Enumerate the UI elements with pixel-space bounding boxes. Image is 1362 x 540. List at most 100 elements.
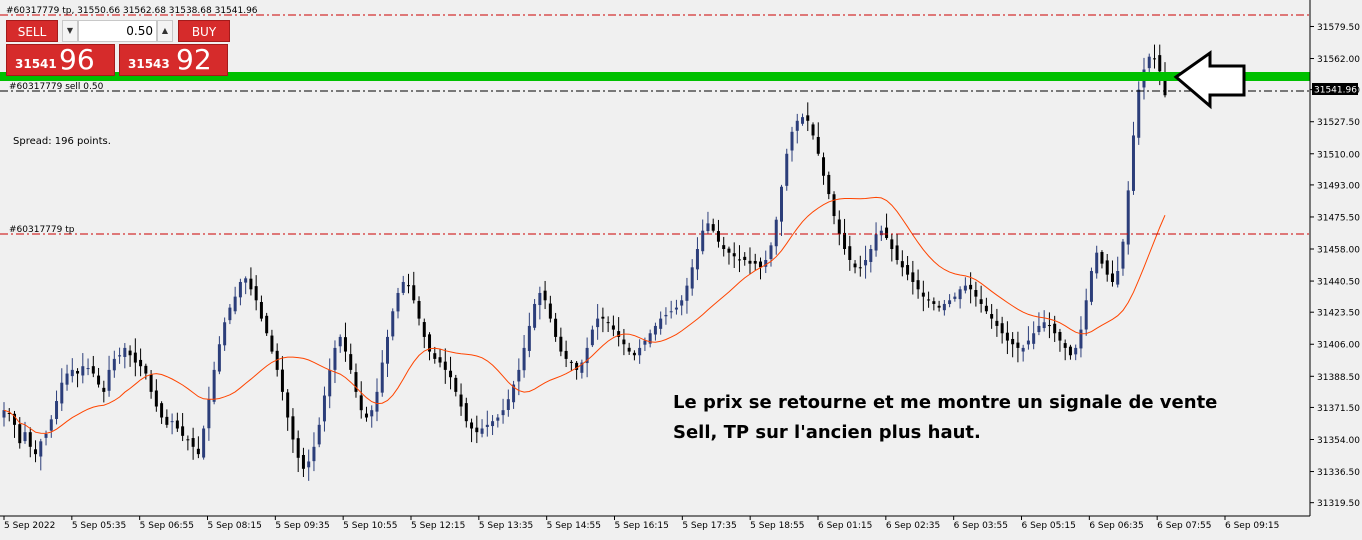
candle-body (501, 410, 505, 416)
time-tick-label: 5 Sep 18:55 (750, 521, 804, 531)
current-price-box (1312, 83, 1358, 95)
candle-body (428, 334, 432, 352)
candle-body (895, 245, 899, 260)
candle-body (112, 358, 116, 371)
time-tick-label: 5 Sep 16:15 (615, 521, 669, 531)
candle-body (1116, 270, 1120, 285)
candle-body (921, 292, 925, 297)
price-tick-label: 31527.50 (1317, 118, 1360, 128)
buy-price-big: 92 (176, 43, 212, 76)
candle-body (307, 461, 311, 468)
candle-body (7, 413, 11, 415)
annotation-line-1: Le prix se retourne et me montre un sign… (673, 392, 1218, 413)
candle-body (1021, 347, 1025, 352)
candle-body (711, 224, 715, 231)
candle-body (674, 307, 678, 310)
candle-body (990, 314, 994, 319)
candle-body (1074, 347, 1078, 355)
lot-decrease-button[interactable]: ▼ (62, 20, 78, 42)
candle-body (254, 286, 258, 301)
candle-body (1047, 325, 1051, 327)
candle-body (984, 305, 988, 312)
candle-body (638, 347, 642, 356)
candle-body (680, 300, 684, 306)
time-tick-label: 5 Sep 13:35 (479, 521, 533, 531)
candle-body (1016, 342, 1020, 348)
candle-body (659, 318, 663, 329)
candle-body (590, 329, 594, 346)
candle-body (238, 281, 242, 298)
candle-body (259, 301, 263, 319)
candle-body (890, 239, 894, 250)
candle-body (475, 427, 479, 433)
candle-body (223, 322, 227, 346)
candle-body (249, 278, 253, 290)
candle-body (1063, 343, 1067, 348)
sell-button[interactable]: SELL (6, 20, 58, 42)
candle-body (737, 259, 741, 261)
candle-body (606, 322, 610, 324)
moving-average-layer (3, 196, 1166, 434)
candle-body (585, 347, 589, 364)
candle-body (522, 347, 526, 371)
lot-increase-button[interactable]: ▲ (157, 20, 173, 42)
buy-button[interactable]: BUY (178, 20, 230, 42)
candle-body (916, 280, 920, 290)
candle-body (611, 325, 615, 330)
candle-body (622, 339, 626, 345)
candle-body (848, 246, 852, 260)
candle-body (217, 344, 221, 372)
candle-body (853, 263, 857, 268)
candle-body (979, 299, 983, 304)
price-tick-label: 31371.50 (1317, 404, 1360, 414)
candle-body (375, 391, 379, 412)
triangle-up-icon: ▲ (161, 26, 169, 35)
candle-body (380, 362, 384, 393)
annotation-text: Le prix se retourne et me montre un sign… (673, 388, 1217, 448)
candle-body (963, 285, 967, 291)
price-tick-label: 31406.00 (1317, 341, 1360, 351)
time-tick-label: 6 Sep 02:35 (886, 521, 940, 531)
candle-body (690, 267, 694, 289)
candle-body (370, 410, 374, 417)
candle-body (596, 318, 600, 328)
candle-body (412, 285, 416, 301)
candle-body (795, 120, 799, 131)
time-tick-label: 5 Sep 06:55 (140, 521, 194, 531)
candle-body (512, 384, 516, 403)
candle-body (233, 296, 237, 312)
candle-body (827, 174, 831, 195)
candle-body (449, 370, 453, 378)
candle-body (885, 227, 889, 239)
candle-body (280, 369, 284, 392)
time-tick-label: 6 Sep 07:55 (1157, 521, 1211, 531)
candle-body (28, 432, 32, 447)
candle-body (774, 219, 778, 247)
candle-body (790, 131, 794, 151)
time-axis: 5 Sep 2022 5 Sep 05:35 5 Sep 06:55 5 Sep 08… (3, 516, 1279, 531)
candle-body (364, 413, 368, 418)
lot-size-input[interactable] (78, 20, 157, 42)
candle-body (228, 307, 232, 321)
sell-price-box[interactable]: 31541 96 (6, 43, 115, 76)
candle-body (422, 322, 426, 337)
candle-body (632, 352, 636, 356)
price-tick-label: 31562.00 (1317, 55, 1360, 65)
buy-price-box[interactable]: 31543 92 (119, 43, 228, 76)
price-tick-label: 31336.50 (1317, 468, 1360, 478)
price-tick-label: 31510.00 (1317, 150, 1360, 160)
candle-body (154, 390, 158, 407)
candle-body (407, 285, 411, 287)
time-tick-label: 5 Sep 14:55 (547, 521, 601, 531)
candle-body (333, 347, 337, 370)
candle-body (911, 272, 915, 282)
candle-body (491, 421, 495, 427)
candle-body (91, 366, 95, 374)
candle-body (806, 115, 810, 121)
time-tick-label: 5 Sep 12:15 (411, 521, 465, 531)
candle-body (627, 347, 631, 352)
candle-body (485, 424, 489, 427)
candle-body (139, 359, 143, 367)
candle-body (1005, 332, 1009, 341)
